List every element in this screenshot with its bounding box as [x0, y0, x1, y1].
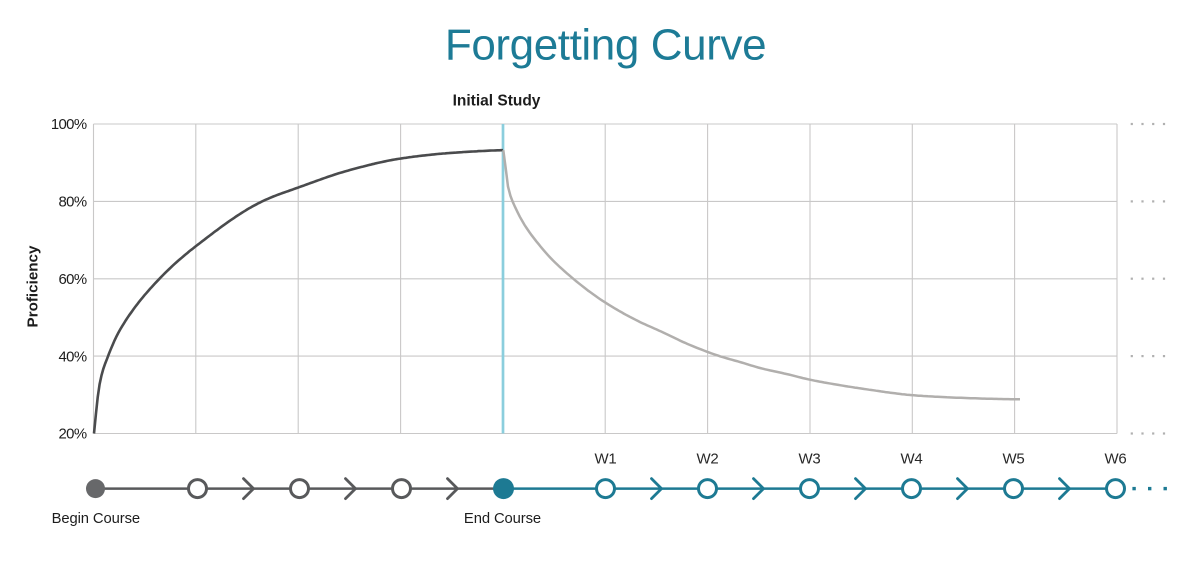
svg-text:W3: W3 [799, 451, 821, 468]
svg-text:W2: W2 [697, 451, 719, 468]
svg-text:W1: W1 [595, 451, 617, 468]
svg-text:End Course: End Course [464, 511, 541, 527]
svg-text:W6: W6 [1105, 451, 1127, 468]
svg-text:Initial Study: Initial Study [453, 93, 541, 110]
svg-text:40%: 40% [58, 349, 86, 365]
svg-text:W4: W4 [901, 451, 923, 468]
svg-text:100%: 100% [51, 117, 87, 133]
svg-text:Begin Course: Begin Course [52, 511, 140, 527]
svg-text:Proficiency: Proficiency [24, 245, 41, 327]
svg-text:W5: W5 [1003, 451, 1025, 468]
svg-text:60%: 60% [58, 272, 86, 288]
svg-text:20%: 20% [58, 427, 86, 443]
svg-text:Forgetting Curve: Forgetting Curve [445, 20, 766, 69]
svg-text:80%: 80% [58, 195, 86, 211]
